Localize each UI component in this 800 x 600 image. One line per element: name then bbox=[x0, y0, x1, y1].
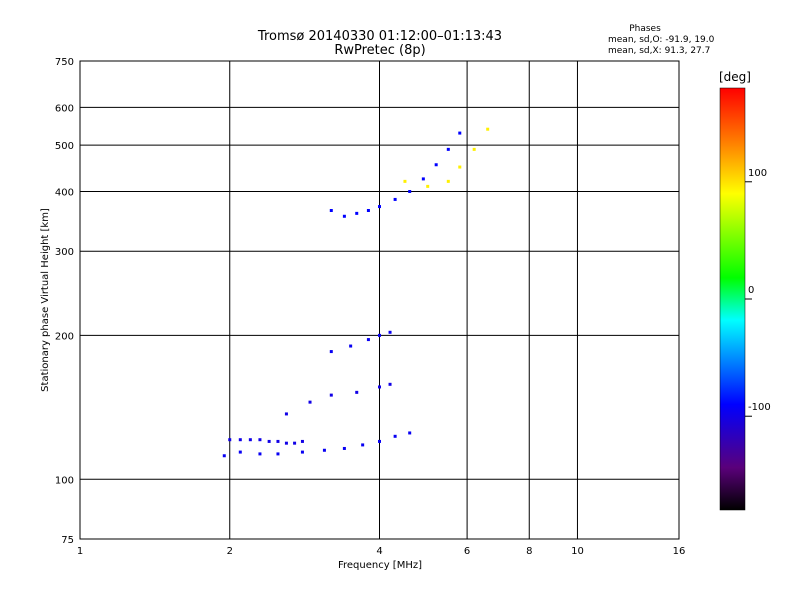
data-point bbox=[393, 197, 397, 201]
data-point bbox=[349, 344, 353, 348]
data-points bbox=[222, 127, 490, 458]
data-point bbox=[322, 448, 326, 452]
data-point bbox=[393, 434, 397, 438]
colorbar-tick-label: 0 bbox=[748, 285, 754, 296]
data-point bbox=[248, 438, 252, 442]
data-point bbox=[293, 441, 297, 445]
data-point bbox=[378, 385, 381, 389]
data-point bbox=[329, 209, 333, 213]
data-point bbox=[329, 393, 333, 397]
data-point bbox=[426, 184, 430, 188]
data-point bbox=[403, 179, 407, 183]
data-point bbox=[434, 163, 438, 167]
data-point bbox=[308, 400, 312, 404]
data-point bbox=[378, 439, 381, 443]
x-tick-labels: 1 2 4 6 8 10 16 bbox=[77, 546, 686, 557]
data-point bbox=[366, 209, 370, 213]
data-point bbox=[388, 330, 392, 334]
y-tick-labels: 75 100 200 300 400 500 600 750 bbox=[55, 57, 74, 546]
y-tick-label: 500 bbox=[55, 141, 74, 152]
x-tick-label: 6 bbox=[464, 546, 470, 557]
data-point bbox=[355, 390, 359, 394]
grid bbox=[80, 61, 679, 539]
data-point bbox=[284, 441, 288, 445]
x-tick-label: 4 bbox=[376, 546, 382, 557]
x-tick-label: 16 bbox=[673, 546, 686, 557]
data-point bbox=[238, 450, 242, 454]
data-point bbox=[276, 439, 280, 443]
data-point bbox=[458, 131, 462, 135]
stats-o-line: mean, sd,O: -91.9, 19.0 bbox=[608, 35, 715, 45]
data-point bbox=[361, 443, 365, 447]
y-tick-label: 75 bbox=[61, 535, 74, 546]
data-point bbox=[446, 147, 450, 151]
y-tick-label: 200 bbox=[55, 331, 74, 342]
data-point bbox=[486, 127, 490, 131]
x-axis-label: Frequency [MHz] bbox=[338, 560, 422, 571]
colorbar-ticks: 100 0 -100 bbox=[745, 168, 771, 417]
x-tick-label: 1 bbox=[77, 546, 83, 557]
y-axis-label: Stationary phase Virtual Height [km] bbox=[40, 208, 51, 392]
data-point bbox=[267, 439, 271, 443]
data-point bbox=[458, 165, 462, 169]
y-tick-label: 300 bbox=[55, 247, 74, 258]
data-point bbox=[446, 179, 450, 183]
data-point bbox=[342, 446, 346, 450]
y-tick-label: 600 bbox=[55, 103, 74, 114]
data-point bbox=[238, 438, 242, 442]
data-point bbox=[258, 452, 262, 456]
data-point bbox=[378, 205, 381, 209]
x-tick-label: 10 bbox=[571, 546, 584, 557]
data-point bbox=[378, 333, 381, 337]
data-point bbox=[408, 431, 412, 435]
colorbar bbox=[719, 87, 746, 511]
data-point bbox=[300, 439, 304, 443]
stats-heading: Phases bbox=[629, 24, 661, 34]
data-point bbox=[222, 454, 226, 458]
chart-title: Tromsø 20140330 01:12:00–01:13:43 bbox=[257, 29, 502, 44]
colorbar-label: [deg] bbox=[719, 70, 751, 84]
x-tick-label: 8 bbox=[526, 546, 532, 557]
data-point bbox=[329, 350, 333, 354]
stats-x-line: mean, sd,X: 91.3, 27.7 bbox=[608, 46, 710, 56]
data-point bbox=[228, 438, 232, 442]
data-point bbox=[355, 211, 359, 215]
data-point bbox=[284, 412, 288, 416]
y-tick-label: 750 bbox=[55, 57, 74, 68]
data-point bbox=[408, 189, 412, 193]
data-point bbox=[276, 452, 280, 456]
data-point bbox=[300, 450, 304, 454]
y-tick-label: 400 bbox=[55, 187, 74, 198]
colorbar-tick-label: 100 bbox=[748, 168, 767, 179]
data-point bbox=[366, 338, 370, 342]
data-point bbox=[421, 177, 425, 181]
data-point bbox=[258, 438, 262, 442]
colorbar-tick-label: -100 bbox=[748, 402, 771, 413]
x-tick-label: 2 bbox=[227, 546, 233, 557]
data-point bbox=[342, 214, 346, 218]
data-point bbox=[388, 382, 392, 386]
data-point bbox=[472, 147, 476, 151]
y-tick-label: 100 bbox=[55, 475, 74, 486]
chart-subtitle: RwPretec (8p) bbox=[334, 43, 425, 58]
